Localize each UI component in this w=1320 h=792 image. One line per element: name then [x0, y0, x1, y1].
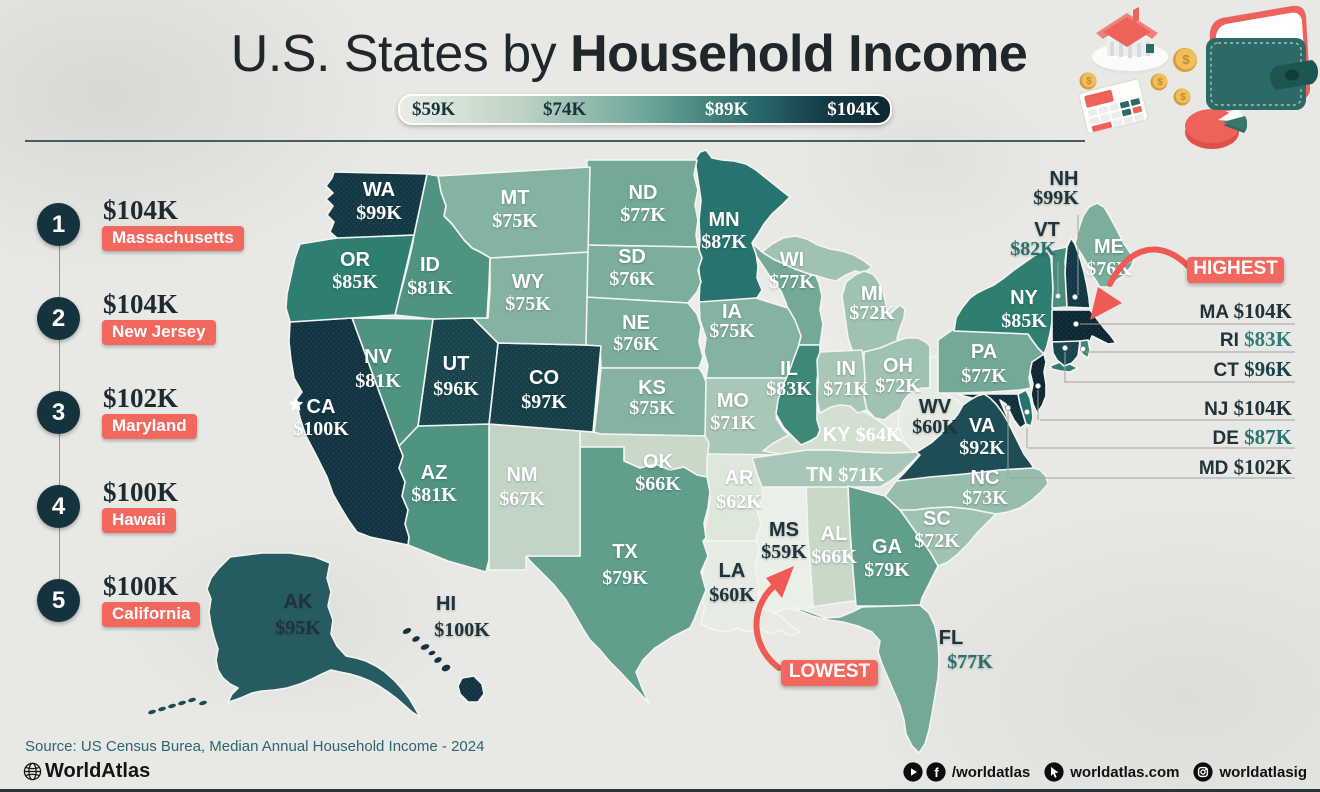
svg-text:$77K: $77K	[961, 365, 1007, 387]
svg-text:$60K: $60K	[912, 416, 958, 438]
svg-text:$79K: $79K	[602, 567, 648, 589]
svg-text:UT: UT	[443, 353, 470, 375]
svg-text:FL: FL	[939, 627, 963, 649]
svg-text:CA: CA	[307, 396, 336, 418]
svg-text:MI: MI	[861, 283, 883, 305]
svg-text:$66K: $66K	[811, 546, 857, 568]
svg-text:CT $96K: CT $96K	[1214, 357, 1293, 381]
svg-text:$81K: $81K	[407, 277, 453, 299]
svg-text:MT: MT	[501, 187, 530, 209]
svg-text:$100K: $100K	[293, 418, 349, 440]
svg-text:WI: WI	[780, 249, 804, 271]
svg-text:$77K: $77K	[769, 271, 815, 293]
svg-text:PA: PA	[971, 341, 997, 363]
svg-text:$72K: $72K	[849, 302, 895, 324]
svg-text:NH: NH	[1050, 168, 1079, 190]
svg-text:AK: AK	[284, 591, 313, 613]
svg-text:$81K: $81K	[355, 370, 401, 392]
svg-text:NJ $104K: NJ $104K	[1204, 396, 1293, 420]
svg-text:WV: WV	[919, 396, 952, 418]
svg-text:NM: NM	[506, 464, 537, 486]
svg-text:AR: AR	[725, 467, 754, 489]
svg-text:$72K: $72K	[875, 375, 921, 397]
svg-text:$71K: $71K	[823, 378, 869, 400]
svg-text:$97K: $97K	[521, 391, 567, 413]
svg-text:SC: SC	[923, 508, 951, 530]
svg-text:LA: LA	[719, 560, 746, 582]
svg-text:TN $71K: TN $71K	[806, 464, 884, 486]
svg-text:OK: OK	[643, 451, 674, 473]
svg-text:$75K: $75K	[629, 397, 675, 419]
svg-text:OH: OH	[883, 355, 913, 377]
svg-text:$66K: $66K	[635, 473, 681, 495]
svg-text:$83K: $83K	[766, 378, 812, 400]
svg-text:MN: MN	[708, 209, 739, 231]
svg-text:MD $102K: MD $102K	[1199, 455, 1293, 479]
svg-text:DE $87K: DE $87K	[1212, 425, 1292, 449]
svg-text:$: $	[1180, 92, 1186, 103]
svg-text:SD: SD	[618, 246, 646, 268]
svg-text:$99K: $99K	[1033, 187, 1079, 209]
svg-text:NE: NE	[622, 312, 650, 334]
svg-text:$85K: $85K	[332, 271, 378, 293]
svg-text:WY: WY	[512, 271, 545, 293]
svg-text:HI: HI	[436, 593, 456, 615]
svg-text:$76K: $76K	[609, 268, 655, 290]
svg-text:NV: NV	[364, 346, 392, 368]
svg-text:$77K: $77K	[947, 651, 993, 673]
svg-text:MS: MS	[769, 519, 799, 541]
svg-text:ND: ND	[629, 182, 658, 204]
svg-text:IL: IL	[780, 358, 798, 380]
svg-text:GA: GA	[872, 536, 902, 558]
svg-text:$95K: $95K	[275, 617, 321, 639]
svg-text:$71K: $71K	[710, 412, 756, 434]
svg-text:NY: NY	[1010, 287, 1038, 309]
svg-text:NC: NC	[971, 467, 1000, 489]
svg-text:AL: AL	[821, 523, 848, 545]
svg-text:$: $	[1182, 52, 1190, 67]
svg-text:$100K: $100K	[434, 619, 490, 641]
svg-text:$73K: $73K	[962, 487, 1008, 509]
svg-text:$60K: $60K	[709, 584, 755, 606]
svg-text:VA: VA	[969, 415, 995, 437]
svg-text:OR: OR	[340, 249, 371, 271]
svg-text:AZ: AZ	[421, 462, 448, 484]
svg-text:WA: WA	[363, 179, 395, 201]
svg-text:$87K: $87K	[701, 231, 747, 253]
svg-text:f: f	[934, 765, 939, 780]
svg-text:$75K: $75K	[709, 320, 755, 342]
svg-text:KS: KS	[638, 377, 666, 399]
svg-text:KY $64K: KY $64K	[823, 424, 902, 446]
svg-text:$62K: $62K	[716, 491, 762, 513]
svg-text:MO: MO	[717, 390, 749, 412]
svg-text:$77K: $77K	[620, 204, 666, 226]
svg-text:$72K: $72K	[914, 530, 960, 552]
svg-text:VT: VT	[1034, 219, 1060, 241]
svg-text:$67K: $67K	[499, 488, 545, 510]
svg-text:$82K: $82K	[1010, 238, 1056, 260]
svg-text:IA: IA	[722, 301, 742, 323]
svg-text:$: $	[1086, 76, 1092, 87]
svg-text:$85K: $85K	[1001, 310, 1047, 332]
svg-text:$79K: $79K	[864, 559, 910, 581]
svg-text:$96K: $96K	[433, 378, 479, 400]
svg-text:$59K: $59K	[761, 541, 807, 563]
svg-text:$75K: $75K	[505, 293, 551, 315]
svg-text:$92K: $92K	[959, 437, 1005, 459]
svg-text:ME: ME	[1094, 236, 1124, 258]
svg-text:$: $	[1157, 77, 1163, 88]
svg-text:$99K: $99K	[356, 202, 402, 224]
svg-text:TX: TX	[612, 541, 638, 563]
svg-text:$81K: $81K	[411, 484, 457, 506]
svg-text:IN: IN	[836, 358, 856, 380]
svg-text:$75K: $75K	[492, 210, 538, 232]
svg-text:RI $83K: RI $83K	[1220, 327, 1293, 351]
svg-text:$76K: $76K	[613, 333, 659, 355]
svg-text:CO: CO	[529, 367, 559, 389]
svg-text:MA $104K: MA $104K	[1200, 299, 1293, 323]
svg-text:ID: ID	[420, 254, 440, 276]
